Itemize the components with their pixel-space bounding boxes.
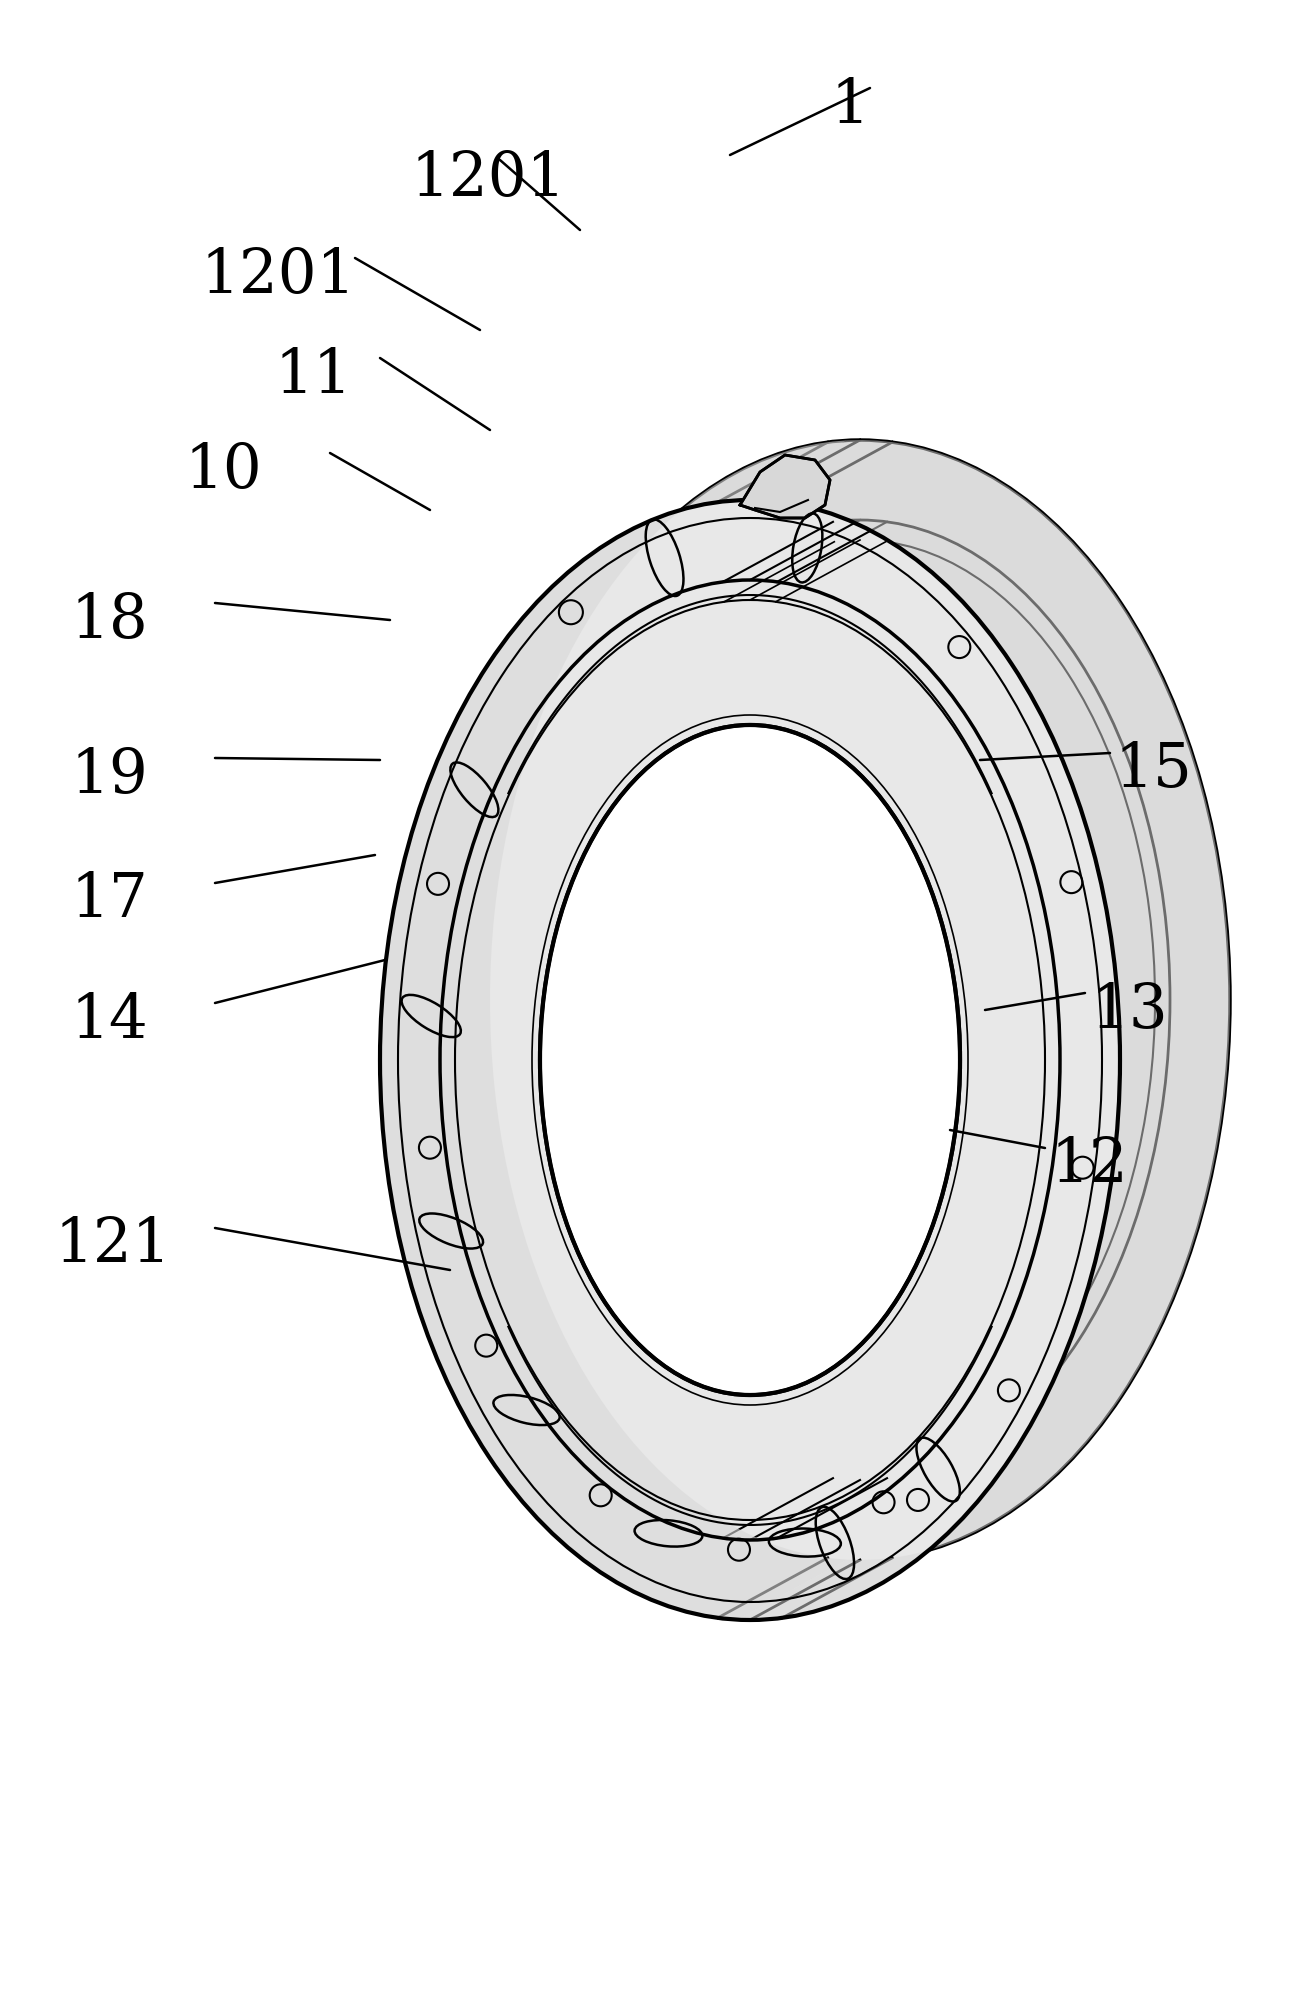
Text: 18: 18 xyxy=(71,589,148,649)
Ellipse shape xyxy=(540,725,960,1395)
Ellipse shape xyxy=(650,665,1070,1335)
Text: 1: 1 xyxy=(831,76,869,136)
Text: 12: 12 xyxy=(1050,1135,1127,1195)
Text: 19: 19 xyxy=(71,745,148,805)
Text: 1201: 1201 xyxy=(409,148,565,208)
Text: 121: 121 xyxy=(55,1215,171,1275)
Text: 15: 15 xyxy=(1114,739,1193,799)
Text: 13: 13 xyxy=(1090,979,1168,1041)
Text: 1201: 1201 xyxy=(200,246,356,306)
Polygon shape xyxy=(738,440,1230,1620)
Ellipse shape xyxy=(542,727,957,1393)
Ellipse shape xyxy=(490,440,1230,1560)
Text: 14: 14 xyxy=(71,989,148,1051)
Text: 11: 11 xyxy=(275,346,353,406)
Ellipse shape xyxy=(381,500,1120,1620)
Text: 10: 10 xyxy=(184,440,263,500)
Text: 17: 17 xyxy=(71,869,148,929)
Polygon shape xyxy=(381,440,848,1620)
Polygon shape xyxy=(740,456,831,517)
